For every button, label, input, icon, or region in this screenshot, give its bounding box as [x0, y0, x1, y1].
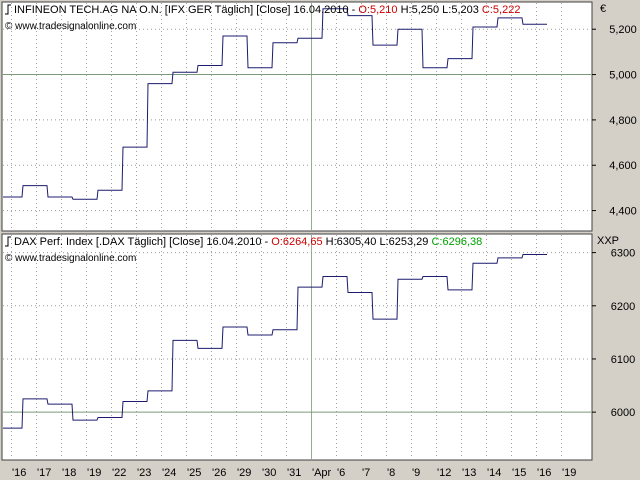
- x-tick-label: '22: [112, 467, 126, 479]
- high-value: H:5,250: [398, 4, 440, 16]
- x-tick-label: '7: [362, 467, 370, 479]
- y-tick-label: 6200: [611, 301, 635, 313]
- chart-title: DAX Perf. Index [.DAX Täglich] [Close] 1…: [14, 236, 482, 248]
- x-tick-label: '18: [62, 467, 76, 479]
- x-tick-label: '29: [237, 467, 251, 479]
- close-value: C:5,222: [479, 4, 521, 16]
- high-value: H:6305,40: [323, 236, 377, 248]
- currency-label: XXP: [597, 235, 619, 247]
- y-tick-label: 4,400: [609, 206, 637, 218]
- x-tick-label: '17: [37, 467, 51, 479]
- open-value: O:6264,65: [271, 236, 322, 248]
- y-tick-label: 5,000: [609, 70, 637, 82]
- watermark: © www.tradesignalonline.com: [5, 21, 136, 32]
- close-value: C:6296,38: [428, 236, 482, 248]
- y-tick-label: 4,800: [609, 115, 637, 127]
- y-tick-label: 6100: [611, 354, 635, 366]
- x-axis: '16 '17 '18 '19 '22 '23 '24 '25 '26 '29 '30 '31 'Apr…: [12, 467, 576, 479]
- x-tick-label: '9: [412, 467, 420, 479]
- chart-panel-1: 4,400 4,600 4,800 5,000 5,200€ INFINEON TECH.…: [0, 0, 640, 233]
- line-chart-icon: [5, 4, 11, 15]
- x-tick-label: '24: [162, 467, 176, 479]
- plot-area: [1, 1, 593, 232]
- x-tick-label: '16: [537, 467, 551, 479]
- x-tick-label: '12: [437, 467, 451, 479]
- x-tick-label: '14: [487, 467, 501, 479]
- x-tick-label: '19: [87, 467, 101, 479]
- price-step-line: [3, 254, 547, 429]
- x-tick-label: '19: [562, 467, 576, 479]
- watermark: © www.tradesignalonline.com: [5, 253, 136, 264]
- x-tick-label: '26: [212, 467, 226, 479]
- x-tick-label: '31: [287, 467, 301, 479]
- y-tick-label: 4,600: [609, 160, 637, 172]
- open-value: O:5,210: [358, 4, 397, 16]
- y-tick-label: 6300: [611, 248, 635, 260]
- x-tick-label: '16: [12, 467, 26, 479]
- plot-area: [1, 233, 593, 461]
- chart-title: INFINEON TECH.AG NA O.N. [IFX GER Täglic…: [14, 4, 520, 16]
- x-tick-label: '13: [462, 467, 476, 479]
- x-tick-label: '30: [262, 467, 276, 479]
- y-tick-label: 6000: [611, 407, 635, 419]
- x-tick-label: '8: [387, 467, 395, 479]
- line-chart-icon: [5, 236, 11, 247]
- x-tick-label: 'Apr: [312, 467, 332, 479]
- low-value: L:6253,29: [376, 236, 428, 248]
- x-tick-label: '25: [187, 467, 201, 479]
- x-tick-label: '23: [137, 467, 151, 479]
- low-value: L:5,203: [439, 4, 479, 16]
- x-tick-label: '6: [337, 467, 345, 479]
- x-tick-label: '15: [512, 467, 526, 479]
- price-step-line: [3, 8, 547, 200]
- y-tick-label: 5,200: [609, 24, 637, 36]
- currency-label: €: [600, 3, 606, 15]
